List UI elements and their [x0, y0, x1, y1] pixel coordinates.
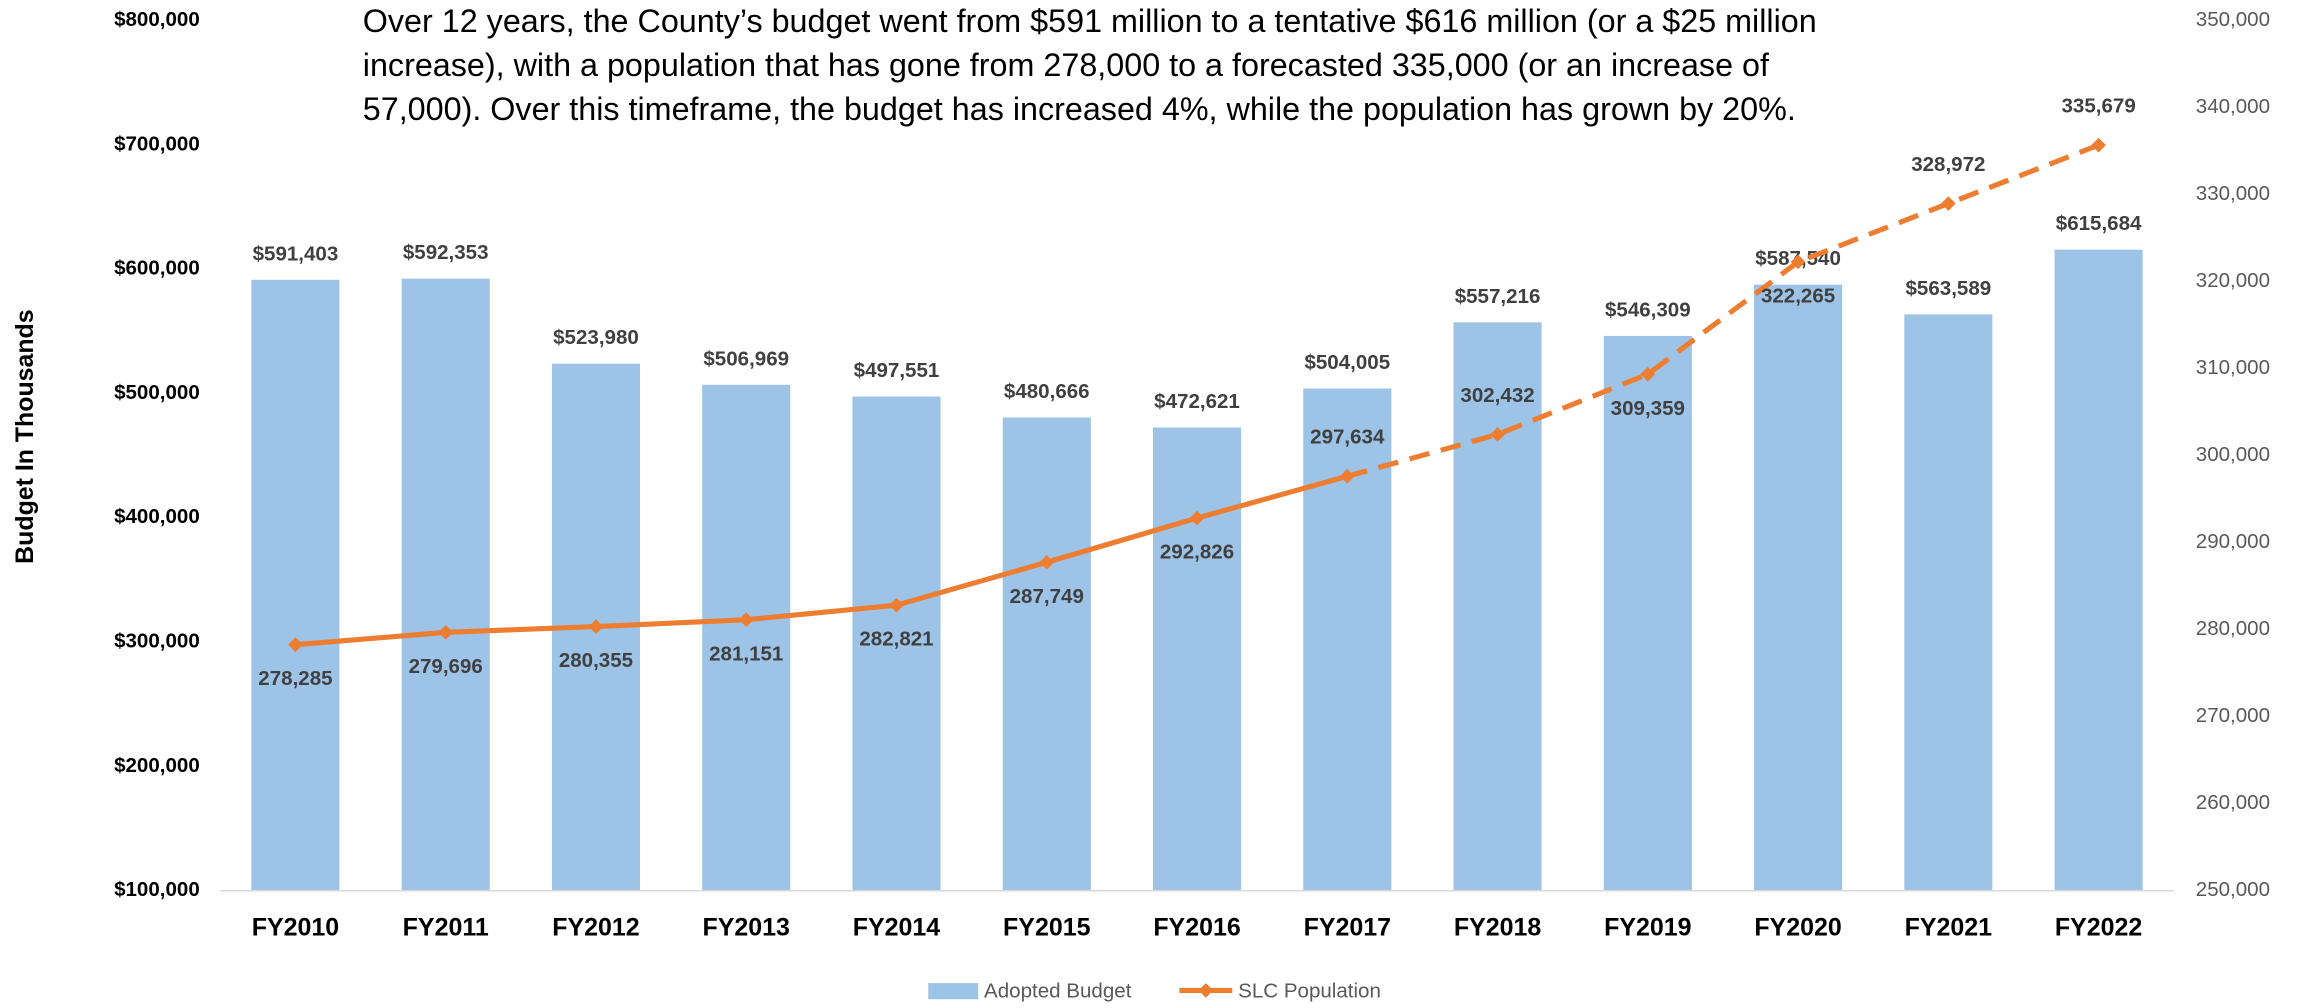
bar-value-label: $523,980 [553, 326, 639, 349]
legend-label: SLC Population [1238, 979, 1381, 1002]
y-tick-label: $500,000 [114, 381, 200, 404]
bar-value-label: $472,621 [1154, 390, 1240, 413]
x-tick-label: FY2014 [853, 913, 941, 941]
x-tick-label: FY2010 [252, 913, 339, 941]
y-tick-label: $700,000 [114, 132, 200, 155]
x-tick-label: FY2021 [1905, 913, 1993, 941]
legend-swatch [1198, 983, 1214, 998]
y2-tick-label: 250,000 [2196, 878, 2270, 901]
population-value-label: 292,826 [1160, 541, 1234, 564]
x-tick-label: FY2012 [552, 913, 639, 941]
y2-tick-label: 330,000 [2196, 182, 2270, 205]
y-tick-label: $300,000 [114, 630, 200, 653]
bar [852, 396, 941, 891]
population-value-label: 280,355 [559, 649, 633, 672]
population-value-label: 328,972 [1911, 153, 1985, 176]
bar [1453, 322, 1542, 891]
population-line-forecast [1346, 142, 2100, 479]
bar [1904, 314, 1993, 891]
population-marker [2091, 137, 2106, 153]
bar-value-label: $592,353 [403, 241, 489, 264]
legend-label: Adopted Budget [984, 979, 1132, 1002]
population-marker [288, 637, 303, 652]
x-tick-label: FY2016 [1153, 913, 1240, 941]
bar-value-label: $504,005 [1304, 351, 1390, 374]
population-value-label: 335,679 [2061, 94, 2135, 117]
population-value-label: 281,151 [709, 642, 783, 665]
annotation-line: Over 12 years, the County’s budget went … [363, 3, 1817, 39]
population-marker [1640, 366, 1656, 382]
population-marker [889, 597, 904, 613]
x-tick-label: FY2022 [2055, 913, 2142, 941]
population-value-label: 287,749 [1010, 585, 1084, 608]
y2-tick-label: 290,000 [2196, 530, 2270, 553]
y-tick-label: $200,000 [114, 754, 200, 777]
population-line [295, 473, 1348, 648]
x-tick-label: FY2013 [703, 913, 790, 941]
population-value-label: 322,265 [1761, 284, 1835, 307]
population-value-label: 302,432 [1460, 384, 1534, 407]
population-value-label: 278,285 [258, 667, 332, 690]
y2-tick-label: 270,000 [2196, 704, 2270, 727]
annotation-line: 57,000). Over this timeframe, the budget… [363, 91, 1796, 127]
population-value-label: 309,359 [1611, 397, 1685, 420]
annotation-line: increase), with a population that has go… [363, 47, 1770, 83]
x-tick-label: FY2019 [1604, 913, 1691, 941]
population-value-label: 282,821 [859, 628, 933, 651]
bar-value-label: $506,969 [703, 347, 789, 370]
y2-tick-label: 310,000 [2196, 356, 2270, 379]
y2-tick-label: 320,000 [2196, 269, 2270, 292]
y-tick-label: $600,000 [114, 257, 200, 280]
y-axis-title: Budget In Thousands [11, 309, 39, 563]
bar [702, 384, 791, 891]
bar-value-label: $497,551 [854, 359, 940, 382]
bar [1152, 427, 1242, 891]
bar-value-label: $615,684 [2056, 212, 2142, 235]
bar-value-label: $557,216 [1455, 285, 1541, 308]
population-marker [1941, 196, 1956, 211]
bar [401, 278, 490, 891]
y2-tick-label: 280,000 [2196, 617, 2270, 640]
bar-value-label: $563,589 [1906, 277, 1992, 300]
x-tick-label: FY2017 [1304, 913, 1391, 941]
x-tick-label: FY2011 [403, 913, 489, 941]
x-tick-label: FY2020 [1754, 913, 1841, 941]
population-marker [1339, 468, 1355, 484]
bar [1603, 335, 1692, 891]
legend-swatch [928, 983, 979, 1000]
bar [251, 279, 340, 891]
population-value-label: 279,696 [409, 655, 483, 678]
bar-value-label: $546,309 [1605, 298, 1691, 321]
bar-value-label: $480,666 [1004, 380, 1090, 403]
y-tick-label: $100,000 [114, 878, 200, 901]
population-marker [1039, 554, 1055, 570]
bar [1754, 284, 1843, 891]
bar [1303, 388, 1392, 891]
y-tick-label: $800,000 [114, 8, 200, 31]
bar-value-label: $591,403 [253, 242, 339, 265]
x-tick-label: FY2015 [1003, 913, 1091, 941]
y2-tick-label: 260,000 [2196, 791, 2270, 814]
bar [1002, 417, 1091, 891]
population-marker [1490, 427, 1505, 442]
y2-tick-label: 350,000 [2196, 8, 2270, 31]
y2-tick-label: 340,000 [2196, 95, 2270, 118]
y2-tick-label: 300,000 [2196, 443, 2270, 466]
x-tick-label: FY2018 [1454, 913, 1542, 941]
y-tick-label: $400,000 [114, 505, 200, 528]
bar [2054, 249, 2143, 891]
population-value-label: 297,634 [1310, 426, 1385, 449]
